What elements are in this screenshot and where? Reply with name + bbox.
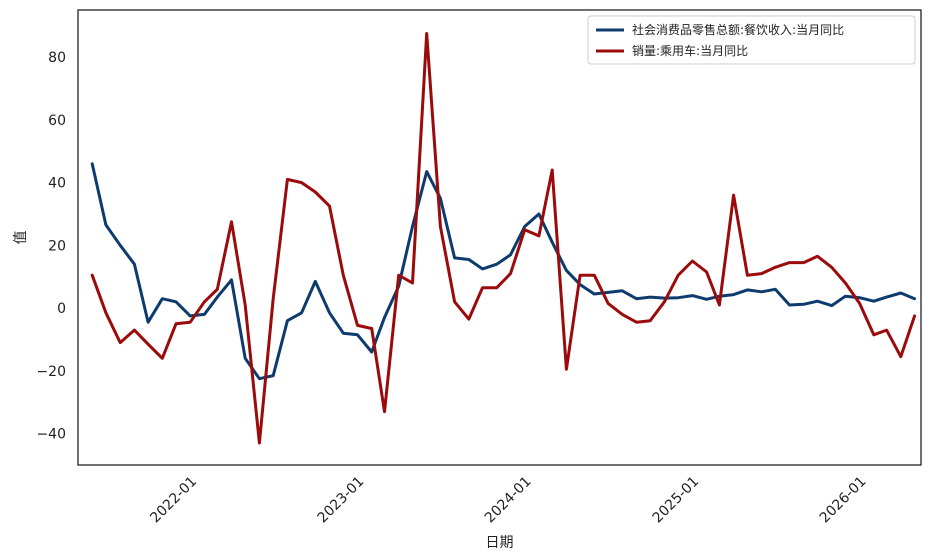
y-tick-label: −20 [36,364,66,380]
legend-label-1: 社会消费品零售总额:餐饮收入:当月同比 [632,22,844,37]
y-axis-label: 值 [13,231,29,245]
y-tick-label: 20 [48,238,66,254]
y-tick-label: 60 [48,113,66,129]
x-axis-label: 日期 [486,535,514,551]
legend-label-2: 销量:乘用车:当月同比 [632,43,748,58]
y-tick-label: 0 [57,301,66,317]
plot-frame [77,9,922,466]
y-tick-label: −40 [36,427,66,443]
series-line-1 [90,162,917,381]
y-tick-label: 80 [48,50,66,66]
series-line-2 [90,32,917,445]
y-tick-label: 40 [48,176,66,192]
series-layer [90,32,917,445]
legend-box [587,15,916,65]
y-tick-labels: −40 −20 0 20 40 60 80 [36,50,66,443]
